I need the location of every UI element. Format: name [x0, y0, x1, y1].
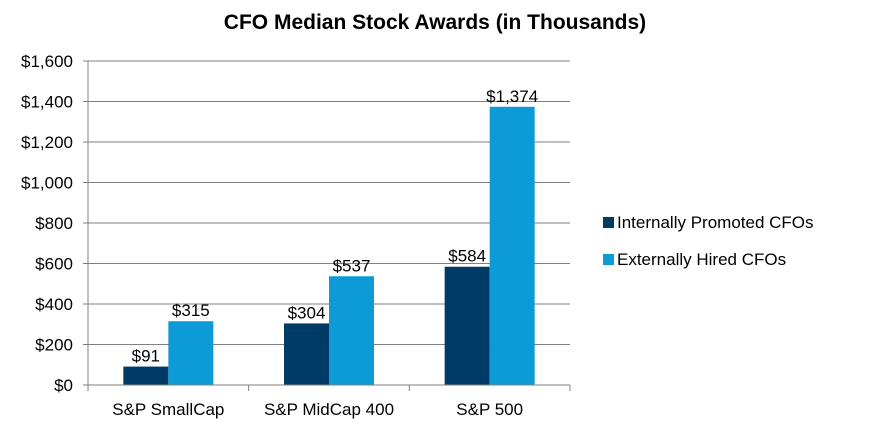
- bar-external: [329, 276, 374, 385]
- gridlines: [88, 60, 570, 345]
- y-tick-label: $0: [54, 376, 73, 395]
- category-label: S&P 500: [456, 400, 523, 419]
- data-label: $584: [448, 247, 486, 266]
- data-label: $304: [288, 303, 326, 322]
- legend-label: Externally Hired CFOs: [617, 250, 786, 269]
- y-tick-label: $1,000: [21, 174, 73, 193]
- y-tick-label: $200: [35, 336, 73, 355]
- legend: Internally Promoted CFOs Externally Hired…: [603, 213, 814, 269]
- y-tick-label: $800: [35, 214, 73, 233]
- bar-internal: [284, 323, 329, 385]
- bar-external: [489, 106, 535, 385]
- x-axis-categories: S&P SmallCap S&P MidCap 400 S&P 500: [112, 400, 523, 419]
- legend-label: Internally Promoted CFOs: [617, 213, 814, 232]
- data-label: $1,374: [486, 87, 538, 106]
- category-label: S&P SmallCap: [112, 400, 224, 419]
- bars: [123, 106, 535, 385]
- legend-swatch: [603, 217, 614, 228]
- y-tick-label: $600: [35, 255, 73, 274]
- bar-internal: [123, 366, 169, 385]
- data-labels: $91 $315 $304 $537 $584 $1,374: [132, 87, 539, 366]
- y-tick-label: $1,200: [21, 133, 73, 152]
- chart-title: CFO Median Stock Awards (in Thousands): [224, 11, 646, 34]
- y-axis-ticks: $0 $200 $400 $600 $800 $1,000 $1,200 $1,400 $1,6…: [21, 52, 73, 395]
- bar-external: [168, 321, 214, 385]
- y-tick-label: $1,400: [21, 93, 73, 112]
- legend-swatch: [603, 254, 614, 265]
- data-label: $537: [333, 256, 371, 275]
- axes: [83, 60, 571, 391]
- data-label: $91: [132, 347, 160, 366]
- y-tick-label: $400: [35, 295, 73, 314]
- category-label: S&P MidCap 400: [264, 400, 394, 419]
- y-tick-label: $1,600: [21, 52, 73, 71]
- bar-internal: [444, 266, 490, 385]
- data-label: $315: [172, 301, 210, 320]
